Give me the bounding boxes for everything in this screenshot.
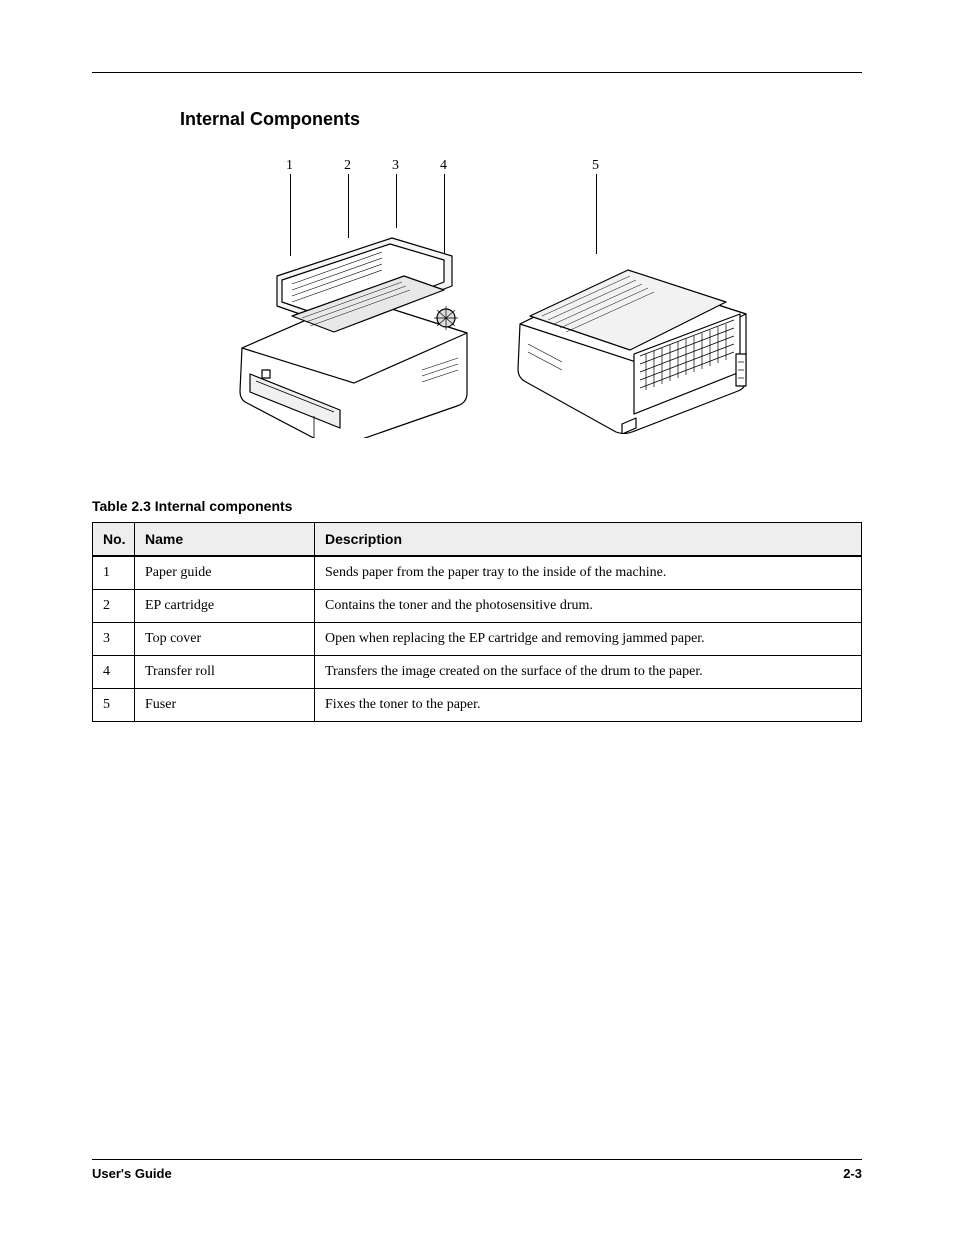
col-header-desc: Description	[315, 523, 862, 557]
callout-5: 5	[592, 158, 599, 174]
callout-2: 2	[344, 158, 351, 174]
footer-right: 2-3	[843, 1166, 862, 1181]
cell-desc: Fixes the toner to the paper.	[315, 689, 862, 722]
cell-name: EP cartridge	[135, 590, 315, 623]
cell-no: 4	[93, 656, 135, 689]
cell-name: Paper guide	[135, 556, 315, 590]
section-title: Internal Components	[180, 109, 862, 130]
callout-3: 3	[392, 158, 399, 174]
footer-left: User's Guide	[92, 1166, 172, 1181]
callout-4: 4	[440, 158, 447, 174]
cell-desc: Sends paper from the paper tray to the i…	[315, 556, 862, 590]
col-header-name: Name	[135, 523, 315, 557]
table-row: 4 Transfer roll Transfers the image crea…	[93, 656, 862, 689]
callout-1: 1	[286, 158, 293, 174]
cell-no: 1	[93, 556, 135, 590]
cell-desc: Open when replacing the EP cartridge and…	[315, 623, 862, 656]
top-rule	[92, 72, 862, 73]
cell-name: Top cover	[135, 623, 315, 656]
table-heading: Table 2.3 Internal components	[92, 498, 862, 514]
cell-name: Fuser	[135, 689, 315, 722]
cell-desc: Contains the toner and the photosensitiv…	[315, 590, 862, 623]
page-footer: User's Guide 2-3	[92, 1159, 862, 1181]
printer-rear-illustration	[502, 204, 762, 434]
col-header-no: No.	[93, 523, 135, 557]
printer-front-illustration	[222, 198, 482, 438]
cell-no: 3	[93, 623, 135, 656]
cell-no: 5	[93, 689, 135, 722]
internal-components-figure: 1 2 3 4 5	[222, 158, 782, 458]
footer-rule	[92, 1159, 862, 1160]
cell-no: 2	[93, 590, 135, 623]
table-row: 5 Fuser Fixes the toner to the paper.	[93, 689, 862, 722]
page: Internal Components 1 2 3 4 5	[0, 0, 954, 1235]
table-row: 2 EP cartridge Contains the toner and th…	[93, 590, 862, 623]
cell-desc: Transfers the image created on the surfa…	[315, 656, 862, 689]
table-row: 1 Paper guide Sends paper from the paper…	[93, 556, 862, 590]
table-header-row: No. Name Description	[93, 523, 862, 557]
components-table: No. Name Description 1 Paper guide Sends…	[92, 522, 862, 722]
table-row: 3 Top cover Open when replacing the EP c…	[93, 623, 862, 656]
cell-name: Transfer roll	[135, 656, 315, 689]
